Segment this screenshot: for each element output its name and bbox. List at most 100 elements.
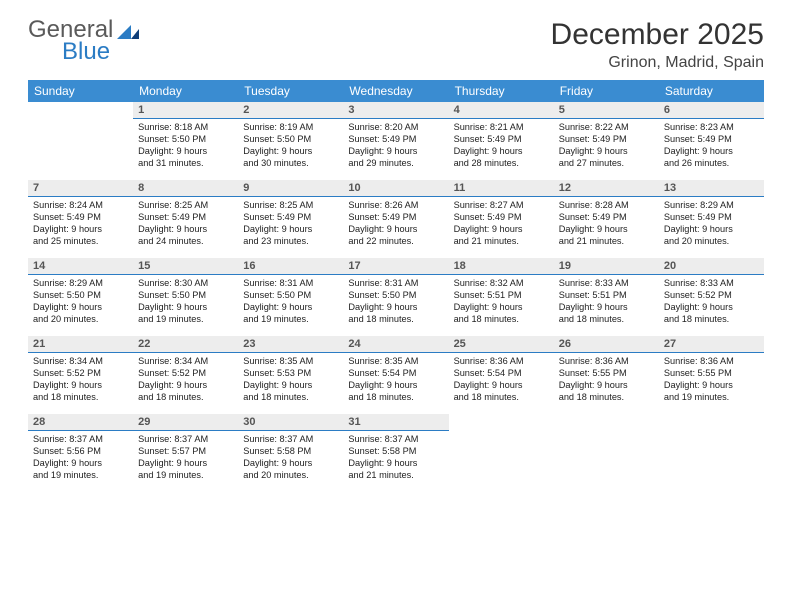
- day-number: 8: [133, 180, 238, 197]
- sunrise-text: Sunrise: 8:26 AM: [348, 200, 443, 212]
- day-details: Sunrise: 8:18 AMSunset: 5:50 PMDaylight:…: [133, 119, 238, 175]
- calendar-cell: 24Sunrise: 8:35 AMSunset: 5:54 PMDayligh…: [343, 336, 448, 414]
- sunset-text: Sunset: 5:56 PM: [33, 446, 128, 458]
- calendar-cell: 12Sunrise: 8:28 AMSunset: 5:49 PMDayligh…: [554, 180, 659, 258]
- day-number: 6: [659, 102, 764, 119]
- daylight-text-1: Daylight: 9 hours: [138, 146, 233, 158]
- day-details: Sunrise: 8:34 AMSunset: 5:52 PMDaylight:…: [28, 353, 133, 409]
- daylight-text-1: Daylight: 9 hours: [664, 380, 759, 392]
- daylight-text-1: Daylight: 9 hours: [243, 146, 338, 158]
- daylight-text-2: and 23 minutes.: [243, 236, 338, 248]
- day-wrapper: 25Sunrise: 8:36 AMSunset: 5:54 PMDayligh…: [449, 336, 554, 409]
- sunrise-text: Sunrise: 8:20 AM: [348, 122, 443, 134]
- sunset-text: Sunset: 5:54 PM: [348, 368, 443, 380]
- day-details: Sunrise: 8:32 AMSunset: 5:51 PMDaylight:…: [449, 275, 554, 331]
- day-details: Sunrise: 8:28 AMSunset: 5:49 PMDaylight:…: [554, 197, 659, 253]
- day-number: 16: [238, 258, 343, 275]
- day-number: 22: [133, 336, 238, 353]
- day-wrapper: 31Sunrise: 8:37 AMSunset: 5:58 PMDayligh…: [343, 414, 448, 487]
- sunrise-text: Sunrise: 8:36 AM: [664, 356, 759, 368]
- sunset-text: Sunset: 5:49 PM: [454, 212, 549, 224]
- day-wrapper: 17Sunrise: 8:31 AMSunset: 5:50 PMDayligh…: [343, 258, 448, 331]
- day-details: Sunrise: 8:37 AMSunset: 5:57 PMDaylight:…: [133, 431, 238, 487]
- day-number: 23: [238, 336, 343, 353]
- day-details: Sunrise: 8:29 AMSunset: 5:49 PMDaylight:…: [659, 197, 764, 253]
- day-details: Sunrise: 8:36 AMSunset: 5:54 PMDaylight:…: [449, 353, 554, 409]
- sunset-text: Sunset: 5:50 PM: [348, 290, 443, 302]
- logo: General Blue: [28, 18, 148, 64]
- daylight-text-1: Daylight: 9 hours: [33, 224, 128, 236]
- calendar-cell: 26Sunrise: 8:36 AMSunset: 5:55 PMDayligh…: [554, 336, 659, 414]
- daylight-text-1: Daylight: 9 hours: [454, 224, 549, 236]
- sunset-text: Sunset: 5:54 PM: [454, 368, 549, 380]
- day-wrapper: 27Sunrise: 8:36 AMSunset: 5:55 PMDayligh…: [659, 336, 764, 409]
- sunrise-text: Sunrise: 8:28 AM: [559, 200, 654, 212]
- daylight-text-2: and 18 minutes.: [559, 314, 654, 326]
- day-wrapper: 20Sunrise: 8:33 AMSunset: 5:52 PMDayligh…: [659, 258, 764, 331]
- daylight-text-1: Daylight: 9 hours: [348, 224, 443, 236]
- sunrise-text: Sunrise: 8:37 AM: [243, 434, 338, 446]
- daylight-text-1: Daylight: 9 hours: [243, 458, 338, 470]
- day-number: 15: [133, 258, 238, 275]
- daylight-text-2: and 18 minutes.: [243, 392, 338, 404]
- daylight-text-2: and 30 minutes.: [243, 158, 338, 170]
- sunset-text: Sunset: 5:58 PM: [243, 446, 338, 458]
- day-number: 19: [554, 258, 659, 275]
- sunset-text: Sunset: 5:49 PM: [559, 134, 654, 146]
- calendar-cell: 2Sunrise: 8:19 AMSunset: 5:50 PMDaylight…: [238, 102, 343, 180]
- sunset-text: Sunset: 5:50 PM: [138, 134, 233, 146]
- sunrise-text: Sunrise: 8:34 AM: [33, 356, 128, 368]
- daylight-text-2: and 21 minutes.: [454, 236, 549, 248]
- sunset-text: Sunset: 5:52 PM: [138, 368, 233, 380]
- calendar-cell: 20Sunrise: 8:33 AMSunset: 5:52 PMDayligh…: [659, 258, 764, 336]
- calendar-cell: 28Sunrise: 8:37 AMSunset: 5:56 PMDayligh…: [28, 414, 133, 492]
- day-number: 21: [28, 336, 133, 353]
- day-number: 26: [554, 336, 659, 353]
- day-number: 29: [133, 414, 238, 431]
- day-details: Sunrise: 8:29 AMSunset: 5:50 PMDaylight:…: [28, 275, 133, 331]
- day-number: 3: [343, 102, 448, 119]
- day-details: Sunrise: 8:36 AMSunset: 5:55 PMDaylight:…: [554, 353, 659, 409]
- sunrise-text: Sunrise: 8:33 AM: [664, 278, 759, 290]
- calendar-cell: 21Sunrise: 8:34 AMSunset: 5:52 PMDayligh…: [28, 336, 133, 414]
- day-details: Sunrise: 8:33 AMSunset: 5:52 PMDaylight:…: [659, 275, 764, 331]
- day-details: Sunrise: 8:26 AMSunset: 5:49 PMDaylight:…: [343, 197, 448, 253]
- calendar-cell: [554, 414, 659, 492]
- daylight-text-2: and 18 minutes.: [454, 392, 549, 404]
- day-wrapper: 5Sunrise: 8:22 AMSunset: 5:49 PMDaylight…: [554, 102, 659, 175]
- day-details: Sunrise: 8:35 AMSunset: 5:53 PMDaylight:…: [238, 353, 343, 409]
- day-details: Sunrise: 8:19 AMSunset: 5:50 PMDaylight:…: [238, 119, 343, 175]
- daylight-text-1: Daylight: 9 hours: [33, 302, 128, 314]
- sunrise-text: Sunrise: 8:35 AM: [348, 356, 443, 368]
- calendar-cell: 3Sunrise: 8:20 AMSunset: 5:49 PMDaylight…: [343, 102, 448, 180]
- sunrise-text: Sunrise: 8:21 AM: [454, 122, 549, 134]
- sunrise-text: Sunrise: 8:36 AM: [559, 356, 654, 368]
- daylight-text-2: and 21 minutes.: [559, 236, 654, 248]
- day-wrapper: 22Sunrise: 8:34 AMSunset: 5:52 PMDayligh…: [133, 336, 238, 409]
- sunrise-text: Sunrise: 8:22 AM: [559, 122, 654, 134]
- day-wrapper: 12Sunrise: 8:28 AMSunset: 5:49 PMDayligh…: [554, 180, 659, 253]
- daylight-text-2: and 20 minutes.: [33, 314, 128, 326]
- day-number: 20: [659, 258, 764, 275]
- calendar-cell: 29Sunrise: 8:37 AMSunset: 5:57 PMDayligh…: [133, 414, 238, 492]
- calendar-week-row: 14Sunrise: 8:29 AMSunset: 5:50 PMDayligh…: [28, 258, 764, 336]
- sunset-text: Sunset: 5:50 PM: [138, 290, 233, 302]
- sunset-text: Sunset: 5:49 PM: [454, 134, 549, 146]
- sunrise-text: Sunrise: 8:35 AM: [243, 356, 338, 368]
- sunset-text: Sunset: 5:50 PM: [33, 290, 128, 302]
- calendar-cell: 10Sunrise: 8:26 AMSunset: 5:49 PMDayligh…: [343, 180, 448, 258]
- calendar-cell: 15Sunrise: 8:30 AMSunset: 5:50 PMDayligh…: [133, 258, 238, 336]
- sunset-text: Sunset: 5:52 PM: [33, 368, 128, 380]
- daylight-text-2: and 24 minutes.: [138, 236, 233, 248]
- calendar-cell: 14Sunrise: 8:29 AMSunset: 5:50 PMDayligh…: [28, 258, 133, 336]
- calendar-cell: 6Sunrise: 8:23 AMSunset: 5:49 PMDaylight…: [659, 102, 764, 180]
- daylight-text-2: and 19 minutes.: [33, 470, 128, 482]
- day-details: Sunrise: 8:25 AMSunset: 5:49 PMDaylight:…: [238, 197, 343, 253]
- calendar-cell: 16Sunrise: 8:31 AMSunset: 5:50 PMDayligh…: [238, 258, 343, 336]
- sunset-text: Sunset: 5:55 PM: [559, 368, 654, 380]
- sunrise-text: Sunrise: 8:29 AM: [664, 200, 759, 212]
- calendar-cell: [659, 414, 764, 492]
- daylight-text-1: Daylight: 9 hours: [664, 302, 759, 314]
- daylight-text-2: and 25 minutes.: [33, 236, 128, 248]
- weekday-header: Sunday: [28, 80, 133, 102]
